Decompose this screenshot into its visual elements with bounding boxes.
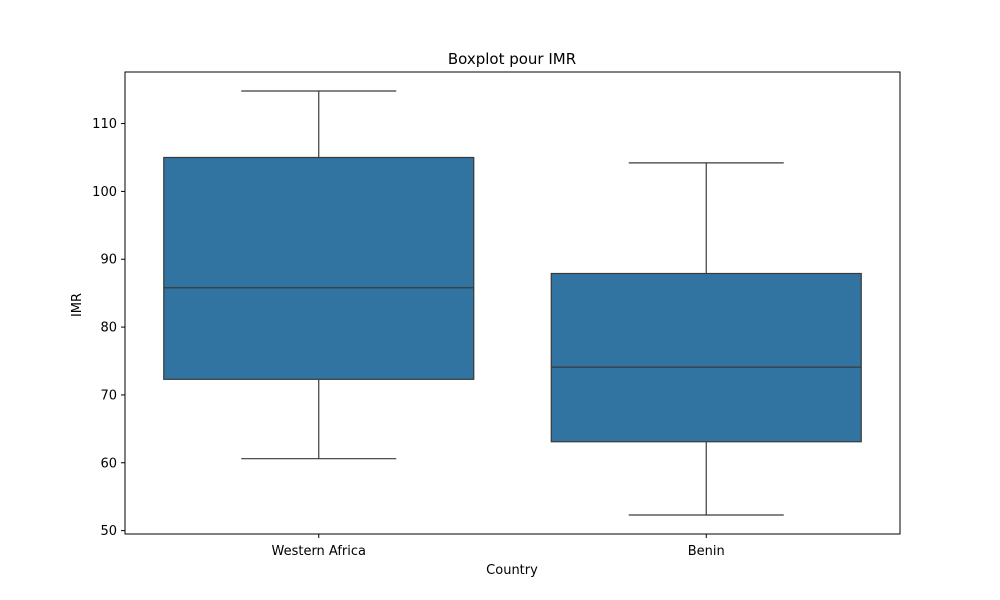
chart-title: Boxplot pour IMR (448, 50, 576, 68)
x-tick-label: Benin (688, 544, 725, 559)
box (163, 156, 475, 380)
plot-frame (124, 71, 901, 535)
y-tick-label: 80 (100, 321, 117, 336)
x-axis-label: Country (486, 563, 538, 578)
y-tick-label: 70 (100, 388, 117, 403)
y-tick-label: 60 (100, 456, 117, 471)
x-tick-label: Western Africa (271, 544, 366, 559)
plot-area: 50 60 70 80 90 100 110 Western Africa Benin (92, 71, 901, 559)
y-tick-label: 100 (92, 185, 117, 200)
y-tick-label: 90 (100, 253, 117, 268)
box (550, 272, 862, 443)
y-tick-label: 50 (100, 524, 117, 539)
y-axis-label: IMR (70, 293, 85, 317)
y-tick-label: 110 (92, 117, 117, 132)
